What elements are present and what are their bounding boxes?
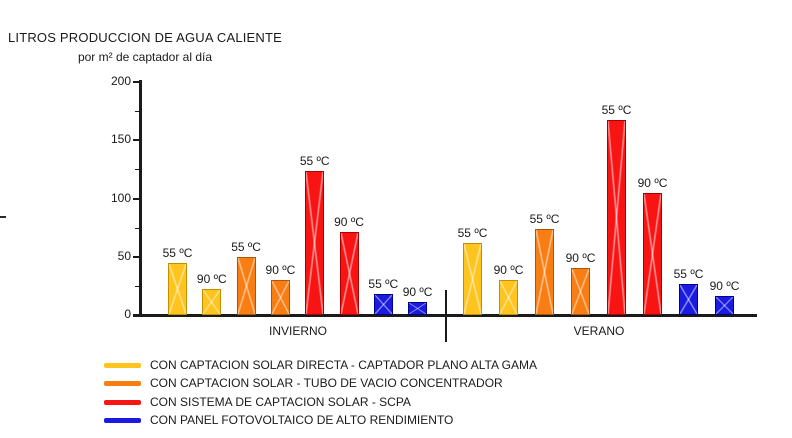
bar-verano-panel-fotovoltaico-55c [679, 283, 698, 315]
chart-title: LITROS PRODUCCION DE AGUA CALIENTE [7, 30, 283, 45]
bar-label-invierno-scpa-90c: 90 ºC [334, 215, 364, 230]
legend-label-tubo-de-vacio: CON CAPTACION SOLAR - TUBO DE VACIO CONC… [150, 376, 503, 391]
bar-verano-scpa-90c [643, 192, 662, 315]
bar-label-invierno-scpa-55c: 55 ºC [299, 153, 330, 168]
legend-label-panel-fotovoltaico: CON PANEL FOTOVOLTAICO DE ALTO RENDIMIEN… [150, 412, 454, 427]
x-group-label-invierno: INVIERNO [268, 324, 328, 338]
bar-invierno-scpa-90c [339, 232, 359, 315]
title-block: LITROS PRODUCCION DE AGUA CALIENTE por m… [0, 30, 290, 65]
y-tick-label-0: 0 [124, 307, 131, 321]
bar-label-invierno-captacion-solar-directa-55c: 55 ºC [162, 245, 193, 260]
bar-label-verano-scpa-90c: 90 ºC [637, 175, 668, 190]
legend-item-tubo-de-vacio: CON CAPTACION SOLAR - TUBO DE VACIO CONC… [104, 376, 503, 391]
y-axis [139, 80, 142, 317]
y-tick-label-200: 200 [110, 74, 131, 88]
legend-swatch-tubo-de-vacio [104, 381, 141, 387]
legend-item-captacion-solar-directa: CON CAPTACION SOLAR DIRECTA - CAPTADOR P… [104, 358, 537, 373]
legend-swatch-captacion-solar-directa [104, 363, 141, 368]
bar-label-verano-captacion-solar-directa-90c: 90 ºC [493, 263, 524, 278]
bar-label-invierno-panel-fotovoltaico-90c: 90 ºC [402, 285, 433, 300]
legend-item-panel-fotovoltaico: CON PANEL FOTOVOLTAICO DE ALTO RENDIMIEN… [104, 413, 453, 428]
y-minor-tick-75 [135, 227, 139, 229]
bar-verano-scpa-55c [607, 120, 626, 315]
chart-subtitle: por m² de captador al día [77, 50, 213, 64]
legend-label-scpa: CON SISTEMA DE CAPTACION SOLAR - SCPA [150, 394, 411, 409]
bar-label-verano-captacion-solar-directa-55c: 55 ºC [457, 225, 488, 240]
bar-label-verano-panel-fotovoltaico-90c: 90 ºC [709, 279, 740, 294]
bar-label-verano-scpa-55c: 55 ºC [601, 103, 632, 118]
left-edge-mark [0, 216, 6, 218]
bar-label-verano-panel-fotovoltaico-55c: 55 ºC [673, 266, 704, 281]
bar-invierno-captacion-solar-directa-55c [168, 262, 187, 315]
y-tick-label-150: 150 [110, 132, 131, 147]
bar-label-invierno-captacion-solar-directa-90c: 90 ºC [196, 272, 227, 287]
bar-invierno-tubo-de-vacio-90c [270, 280, 290, 315]
bar-verano-captacion-solar-directa-90c [499, 280, 518, 315]
y-minor-tick-175 [135, 111, 139, 113]
y-tick-200 [133, 81, 139, 83]
bar-invierno-captacion-solar-directa-90c [202, 289, 222, 315]
y-tick-0 [133, 314, 139, 316]
bar-verano-panel-fotovoltaico-90c [715, 296, 734, 315]
bar-label-invierno-tubo-de-vacio-55c: 55 ºC [231, 239, 261, 254]
x-group-label-verano: VERANO [573, 324, 625, 338]
bar-invierno-panel-fotovoltaico-55c [373, 294, 393, 315]
bar-invierno-tubo-de-vacio-55c [236, 256, 256, 315]
y-tick-50 [133, 255, 139, 258]
legend-swatch-panel-fotovoltaico [104, 417, 141, 423]
y-tick-label-100: 100 [110, 190, 131, 205]
bar-invierno-panel-fotovoltaico-90c [408, 302, 428, 315]
legend-swatch-scpa [104, 399, 141, 405]
bar-label-verano-tubo-de-vacio-55c: 55 ºC [529, 211, 560, 226]
bar-verano-tubo-de-vacio-90c [571, 268, 590, 315]
y-tick-150 [133, 139, 139, 142]
y-tick-label-50: 50 [117, 248, 131, 263]
y-minor-tick-25 [135, 285, 139, 287]
bar-label-invierno-tubo-de-vacio-90c: 90 ºC [265, 263, 296, 278]
bar-label-verano-tubo-de-vacio-90c: 90 ºC [565, 251, 596, 266]
legend-item-scpa: CON SISTEMA DE CAPTACION SOLAR - SCPA [104, 395, 411, 410]
y-tick-100 [133, 197, 139, 200]
bar-verano-tubo-de-vacio-55c [535, 228, 554, 315]
bar-label-invierno-panel-fotovoltaico-55c: 55 ºC [368, 277, 399, 292]
bar-verano-captacion-solar-directa-55c [463, 242, 482, 315]
y-minor-tick-125 [135, 169, 139, 171]
bar-invierno-scpa-55c [305, 170, 325, 315]
group-divider [445, 290, 447, 342]
legend-label-captacion-solar-directa: CON CAPTACION SOLAR DIRECTA - CAPTADOR P… [150, 358, 537, 372]
